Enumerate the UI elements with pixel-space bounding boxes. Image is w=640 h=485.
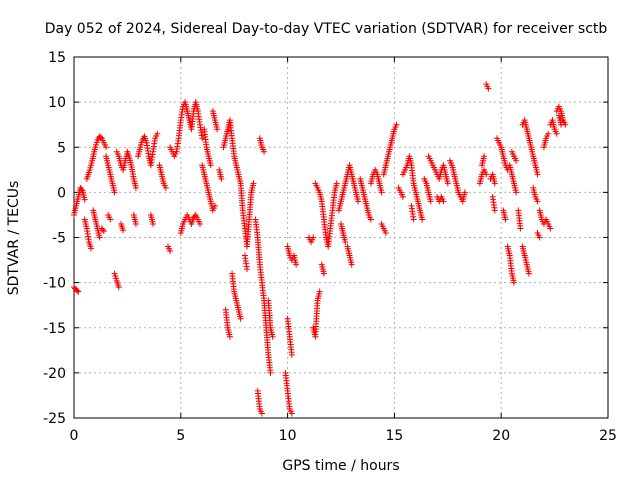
data-point [293, 261, 300, 268]
data-point [100, 228, 107, 235]
data-point [211, 202, 218, 209]
y-axis-label: SDTVAR / TECUs [6, 181, 22, 296]
data-point [214, 126, 221, 133]
data-point [382, 229, 389, 236]
data-point [558, 121, 565, 128]
data-point [316, 288, 323, 295]
data-point [511, 279, 518, 286]
data-point [88, 245, 95, 252]
grid-lines [74, 57, 608, 418]
x-tick-label: 10 [279, 428, 297, 444]
data-point [115, 284, 122, 291]
y-tick-label: 0 [57, 185, 66, 201]
y-tick-label: -20 [43, 366, 66, 382]
chart-title: Day 052 of 2024, Sidereal Day-to-day VTE… [45, 21, 608, 37]
data-point [103, 144, 110, 151]
y-tick-label: -15 [43, 321, 66, 337]
data-point [154, 130, 161, 137]
y-tick-label: 10 [48, 95, 66, 111]
data-point [320, 270, 327, 277]
data-point [237, 315, 244, 322]
data-point [261, 148, 268, 155]
data-point [491, 207, 498, 214]
data-point [342, 239, 349, 246]
data-point [378, 189, 385, 196]
data-point [444, 180, 451, 187]
x-axis-label: GPS time / hours [282, 458, 399, 474]
data-point [419, 216, 426, 223]
data-point [111, 189, 118, 196]
y-tick-label: -25 [43, 411, 66, 427]
data-points [71, 81, 569, 417]
data-point [107, 216, 114, 223]
data-point [545, 130, 552, 137]
data-point [75, 288, 82, 295]
x-tick-label: 0 [70, 428, 79, 444]
x-tick-label: 5 [176, 428, 185, 444]
y-tick-label: -10 [43, 276, 66, 292]
data-point [333, 180, 340, 187]
data-point [132, 184, 139, 191]
data-point [440, 198, 447, 205]
data-point [410, 216, 417, 223]
data-point [267, 369, 274, 376]
data-point [207, 162, 214, 169]
data-point [250, 180, 257, 187]
data-point [78, 186, 85, 193]
x-tick-label: 25 [599, 428, 617, 444]
data-point [167, 248, 174, 255]
data-point [547, 225, 554, 232]
data-point [355, 198, 362, 205]
data-point [427, 198, 434, 205]
y-tick-label: -5 [52, 231, 66, 247]
data-point [393, 121, 400, 128]
data-point [513, 189, 520, 196]
data-point [491, 180, 498, 187]
data-point [481, 153, 488, 160]
axis-ticks: 0 5 10 15 20 25 -25 -20 -15 -10 -5 0 5 10 15 [43, 50, 617, 444]
data-point [525, 270, 532, 277]
data-point [162, 184, 169, 191]
data-point [483, 171, 490, 178]
data-point [513, 157, 520, 164]
data-point [553, 130, 560, 137]
data-point [288, 410, 295, 417]
x-tick-label: 20 [492, 428, 510, 444]
data-point [226, 333, 233, 340]
data-point [81, 196, 88, 203]
data-point [74, 287, 81, 294]
data-point [197, 220, 204, 227]
x-tick-label: 15 [385, 428, 403, 444]
data-point [310, 234, 317, 241]
data-point [150, 220, 157, 227]
data-point [367, 216, 374, 223]
data-point [199, 135, 206, 142]
data-point [461, 189, 468, 196]
data-point [517, 225, 524, 232]
data-point [258, 410, 265, 417]
data-point [502, 216, 509, 223]
y-tick-label: 15 [48, 50, 66, 66]
data-point [218, 175, 225, 182]
data-point [97, 134, 104, 141]
data-point [485, 85, 492, 92]
y-tick-label: 5 [57, 140, 66, 156]
data-point [132, 220, 139, 227]
data-point [120, 227, 127, 234]
data-point [536, 234, 543, 241]
data-point [99, 226, 106, 233]
data-point [244, 266, 251, 273]
data-point [269, 333, 276, 340]
data-point [534, 198, 541, 205]
data-point [348, 261, 355, 268]
data-point [288, 351, 295, 358]
data-point [96, 234, 103, 241]
data-point [399, 193, 406, 200]
data-point [534, 171, 541, 178]
